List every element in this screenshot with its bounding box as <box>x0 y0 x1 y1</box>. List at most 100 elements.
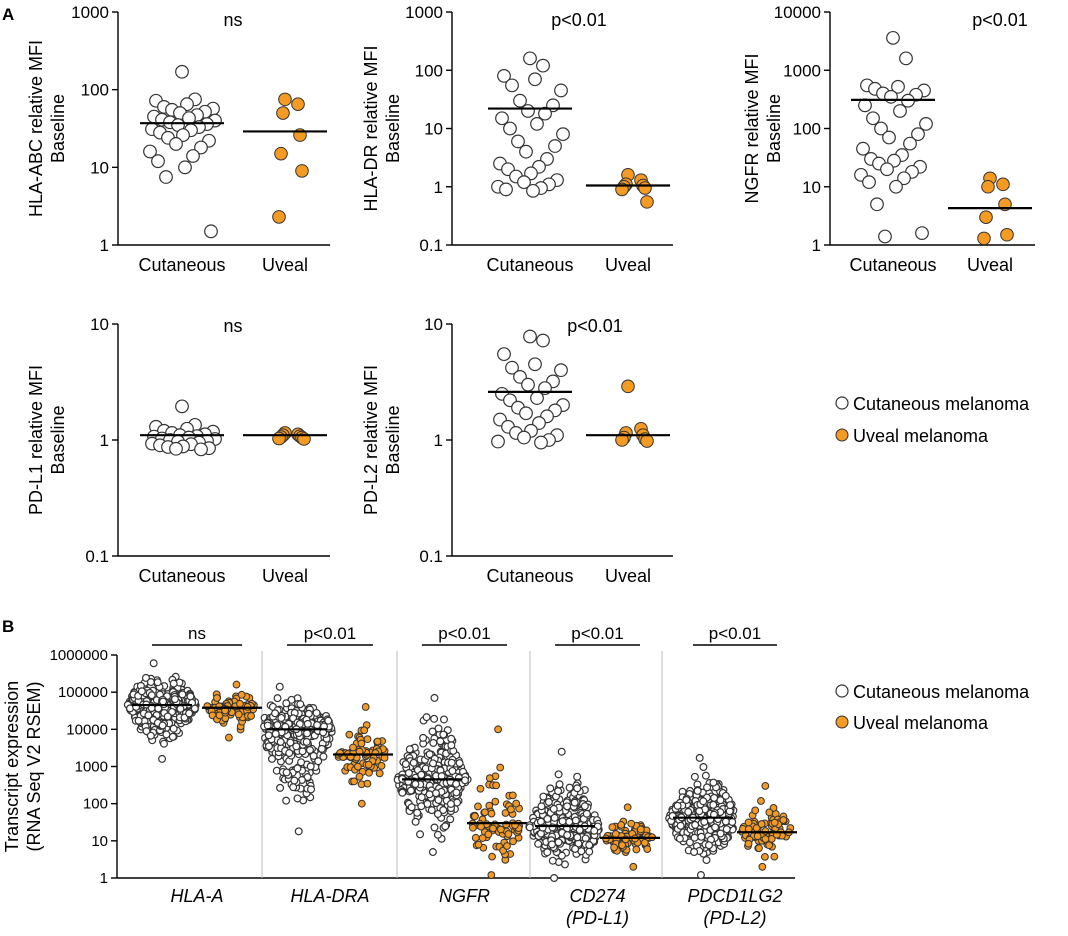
gene-pdcd1lg2-point-cutaneous <box>721 817 730 826</box>
ngfr-ytick-label: 1 <box>812 236 821 255</box>
gene-ngfr-point-cutaneous <box>425 790 434 799</box>
gene-cd274-point-uveal <box>640 838 649 847</box>
hla-dr-category-cutaneous: Cutaneous <box>486 255 573 275</box>
legend-b-cutaneous-label: Cutaneous melanoma <box>853 682 1030 702</box>
hla-dr-ytick-label: 1 <box>434 178 443 197</box>
gene-pdcd1lg2-point-cutaneous <box>716 796 725 805</box>
transcript-ytick-label: 100000 <box>58 684 108 701</box>
hla-abc-annotation: ns <box>223 10 242 30</box>
gene-pdcd1lg2-point-cutaneous <box>709 778 718 787</box>
hla-dr-point-cutaneous <box>505 78 519 93</box>
gene-pdcd1lg2-point-cutaneous <box>699 797 708 806</box>
gene-hla-dra-point-cutaneous <box>309 751 318 760</box>
gene-pdcd1lg2-point-cutaneous <box>700 817 709 826</box>
hla-abc-ytick-label: 100 <box>81 81 109 100</box>
gene-hla-a-point-cutaneous <box>144 711 153 720</box>
hla-abc-ylabel-line1: HLA-ABC relative MFI <box>26 40 46 217</box>
gene-pdcd1lg2-annotation: p<0.01 <box>709 624 761 643</box>
gene-pdcd1lg2-point-cutaneous <box>721 791 730 800</box>
pd-l2-point-cutaneous <box>491 434 505 449</box>
hla-abc-point-uveal <box>276 106 290 120</box>
hla-abc-point-cutaneous <box>169 137 183 151</box>
gene-hla-dra-point-cutaneous <box>317 744 326 753</box>
hla-dr-ylabel-line1: HLA-DR relative MFI <box>361 45 381 211</box>
gene-ngfr-point-uveal <box>478 834 487 842</box>
gene-ngfr-point-cutaneous <box>447 758 456 767</box>
gene-ngfr-point-cutaneous <box>446 815 455 824</box>
gene-ngfr-point-cutaneous <box>404 769 413 778</box>
gene-hla-dra-point-cutaneous <box>264 742 273 751</box>
gene-hla-dra-point-cutaneous <box>313 720 322 729</box>
gene-ngfr-point-cutaneous <box>398 788 407 797</box>
gene-hla-dra-point-cutaneous <box>286 738 295 747</box>
hla-dr-point-cutaneous <box>554 83 568 98</box>
gene-cd274-point-cutaneous <box>573 784 582 793</box>
gene-ngfr-point-cutaneous <box>433 830 442 839</box>
gene-hla-a-point-cutaneous <box>170 695 179 704</box>
gene-ngfr-point-cutaneous <box>434 796 443 805</box>
hla-dr-ytick-label: 100 <box>415 61 443 80</box>
hla-abc-point-cutaneous <box>151 154 165 169</box>
gene-ngfr-point-cutaneous <box>433 809 442 818</box>
gene-cd274-point-cutaneous <box>573 772 582 781</box>
hla-dr-point-cutaneous <box>536 58 550 73</box>
ngfr-category-cutaneous: Cutaneous <box>849 255 936 275</box>
gene-hla-dra-point-uveal <box>350 777 358 786</box>
ngfr-point-cutaneous <box>891 79 905 94</box>
hla-dr-point-cutaneous <box>495 111 509 126</box>
ngfr-category-uveal: Uveal <box>967 255 1013 275</box>
gene-hla-dra-point-cutaneous <box>282 796 291 805</box>
gene-pdcd1lg2-point-cutaneous <box>695 753 704 762</box>
gene-hla-dra-point-cutaneous <box>298 747 307 756</box>
gene-hla-dra-point-cutaneous <box>293 764 302 773</box>
gene-ngfr-point-uveal <box>487 871 496 879</box>
ngfr-point-cutaneous <box>886 30 900 45</box>
hla-dr-ytick-label: 10 <box>424 120 443 139</box>
legend-b-cutaneous-marker <box>835 684 849 698</box>
gene-ngfr-point-uveal <box>474 802 482 811</box>
hla-dr-point-cutaneous <box>513 93 527 108</box>
gene-hla-dra-point-cutaneous <box>285 749 294 758</box>
gene-hla-a-point-uveal <box>247 712 255 720</box>
gene-pdcd1lg2-point-cutaneous <box>726 801 735 810</box>
gene-ngfr-point-cutaneous <box>405 745 414 754</box>
ngfr-point-cutaneous <box>899 51 913 66</box>
gene-hla-a-point-uveal <box>237 690 246 699</box>
panel-label-a: A <box>2 5 14 24</box>
gene-pdcd1lg2-point-cutaneous <box>711 823 720 832</box>
transcript-ytick-label: 100 <box>83 796 108 813</box>
gene-hla-dra-point-uveal <box>349 743 357 752</box>
gene-hla-dra-point-cutaneous <box>296 700 305 709</box>
gene-hla-a-point-cutaneous <box>158 721 167 730</box>
gene-cd274-point-cutaneous <box>585 841 594 850</box>
gene-hla-dra-point-cutaneous <box>307 785 316 794</box>
gene-hla-dra-point-cutaneous <box>273 721 282 730</box>
gene-ngfr-point-uveal <box>481 808 489 817</box>
ngfr-ytick-label: 100 <box>793 120 821 139</box>
gene-hla-dra-annotation: p<0.01 <box>304 624 356 643</box>
gene-cd274-point-cutaneous <box>547 840 556 849</box>
legend-a-uveal-label: Uveal melanoma <box>853 426 989 446</box>
gene-pdcd1lg2-point-uveal <box>765 841 774 850</box>
gene-hla-dra-point-cutaneous <box>277 713 286 722</box>
gene-ngfr-point-uveal <box>471 833 480 842</box>
panel-label-b: B <box>2 617 14 636</box>
hla-dr-point-uveal <box>640 195 654 209</box>
gene-pdcd1lg2-point-cutaneous <box>716 829 725 838</box>
gene-pdcd1lg2-sublabel: (PD-L2) <box>703 908 766 928</box>
pd-l1-point-cutaneous <box>169 441 183 456</box>
gene-cd274-point-cutaneous <box>539 792 548 801</box>
gene-pdcd1lg2-point-cutaneous <box>728 818 737 827</box>
gene-cd274-point-cutaneous <box>590 826 599 835</box>
pd-l2-point-uveal <box>640 434 654 448</box>
gene-hla-a-point-cutaneous <box>186 692 195 701</box>
gene-pdcd1lg2-point-cutaneous <box>701 771 710 780</box>
pd-l2-point-cutaneous <box>554 363 568 378</box>
gene-hla-dra-point-uveal <box>365 768 373 777</box>
gene-hla-dra-point-cutaneous <box>319 752 328 761</box>
gene-pdcd1lg2-point-cutaneous <box>682 796 691 805</box>
gene-cd274-label: CD274 <box>569 886 625 906</box>
gene-ngfr-point-uveal <box>474 840 483 849</box>
gene-pdcd1lg2-point-uveal <box>757 820 766 828</box>
